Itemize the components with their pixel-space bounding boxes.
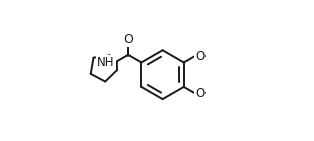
Text: NH: NH [97, 56, 115, 69]
Text: O: O [195, 50, 204, 63]
Text: O: O [123, 33, 133, 46]
Text: O: O [195, 87, 204, 100]
